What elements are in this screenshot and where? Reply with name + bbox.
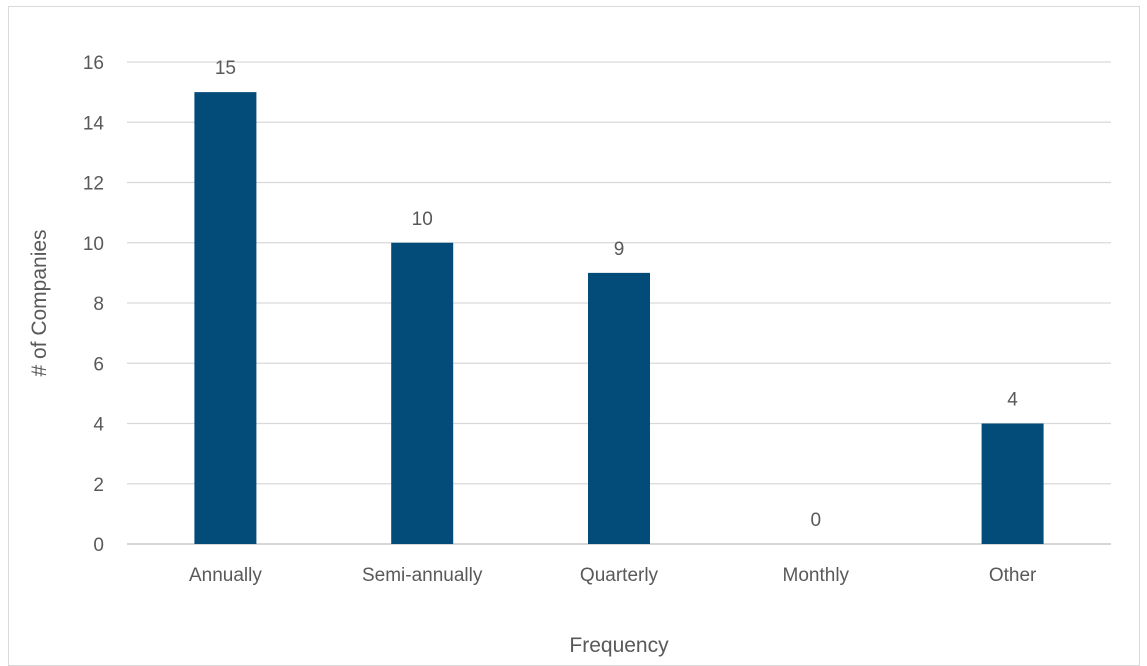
data-label: 10 [412, 209, 433, 230]
bar-semi-annually [391, 242, 454, 544]
y-tick-label: 0 [93, 535, 104, 556]
y-tick-label: 2 [93, 475, 104, 496]
y-axis-ticks: 0 2 4 6 8 10 12 14 16 [83, 53, 105, 556]
x-category-label: Quarterly [580, 565, 659, 586]
y-tick-label: 4 [93, 415, 104, 436]
x-axis-categories: Annually Semi-annually Quarterly Monthly Oth… [189, 565, 1037, 586]
y-tick-label: 12 [83, 174, 104, 195]
data-labels: 15 10 9 0 4 [215, 58, 1018, 531]
data-label: 9 [614, 239, 625, 260]
y-axis-title: # of Companies [28, 229, 51, 376]
x-category-label: Other [989, 565, 1037, 586]
y-tick-label: 8 [93, 294, 104, 315]
y-tick-label: 10 [83, 234, 104, 255]
bar-quarterly [588, 272, 650, 544]
y-tick-label: 16 [83, 53, 104, 74]
bar-annually [194, 92, 257, 544]
gridlines [127, 61, 1111, 545]
data-label: 15 [215, 58, 236, 79]
y-tick-label: 14 [83, 113, 105, 134]
bar-other [981, 423, 1044, 544]
data-label: 4 [1007, 390, 1018, 411]
data-label: 0 [811, 510, 822, 531]
bars [194, 92, 1044, 544]
x-category-label: Monthly [783, 565, 850, 586]
y-tick-label: 6 [93, 354, 104, 375]
x-category-label: Semi-annually [362, 565, 483, 586]
x-axis-title: Frequency [569, 634, 669, 657]
x-category-label: Annually [189, 565, 262, 586]
